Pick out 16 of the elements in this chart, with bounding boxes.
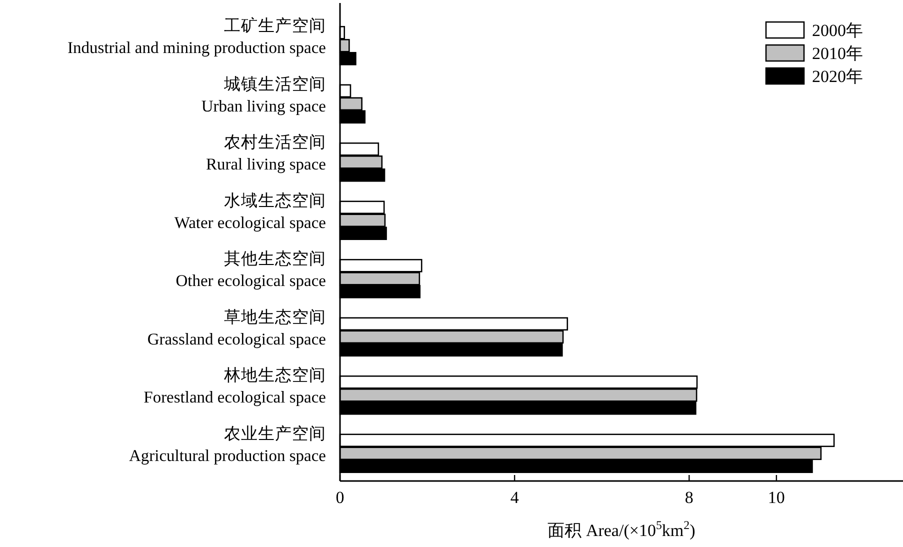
x-axis-title: 面积 Area/(×10$^{5}$km$^{2}$) <box>548 518 696 540</box>
y-tick-label: 水域生态空间 Water ecological space <box>174 190 326 232</box>
y-tick-label: 草地生态空间 Grassland ecological space <box>147 307 326 348</box>
y-tick-label: 林地生态空间 Forestland ecological space <box>144 366 326 407</box>
y-tick-label: 工矿生产空间 Industrial and mining production space <box>68 16 326 58</box>
y-tick-label: 城镇生活空间 Urban living space <box>201 74 326 116</box>
y-tick-label: 农村生活空间 Rural living space <box>206 132 326 174</box>
y-tick-label: 其他生态空间 Other ecological space <box>176 249 326 290</box>
x-tick-label: 10 <box>768 488 785 507</box>
x-tick-label: 8 <box>684 488 694 507</box>
x-tick-label: 4 <box>510 488 520 507</box>
x-tick-label: 0 <box>336 488 344 507</box>
legend-label: 2000年 <box>812 21 863 40</box>
legend-label: 2010年 <box>812 44 863 63</box>
y-tick-label: 农业生产空间 Agricultural production space <box>128 424 326 465</box>
legend-label: 2020年 <box>812 67 863 86</box>
